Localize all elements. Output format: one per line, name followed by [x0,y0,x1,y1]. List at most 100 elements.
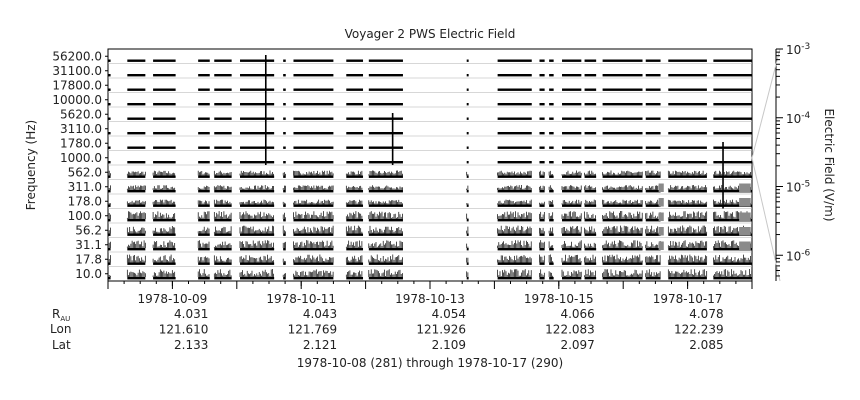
channel-trace [214,190,232,193]
channel-activity [239,225,274,234]
intensity-patch [739,212,751,221]
channel-trace [127,277,146,280]
channel-trace [346,103,364,106]
channel-trace [645,161,661,164]
channel-activity [667,225,708,234]
channel-trace [497,190,532,193]
channel-trace [368,74,403,77]
ephem-value-r: 4.066 [560,307,594,321]
channel-label: 311.0 [68,180,102,194]
channel-activity [197,256,210,263]
channel-trace [466,59,469,62]
channel-trace [127,175,146,178]
channel-trace [283,117,286,120]
channel-trace [153,117,176,120]
channel-label: 5620.0 [60,107,102,121]
colorbar-tick-label: 10-6 [786,248,811,263]
channel-activity [197,200,210,205]
channel-trace [283,219,286,222]
channel-trace [497,132,532,135]
channel-activity [539,240,545,248]
channel-trace [198,74,210,77]
channel-trace [668,146,707,149]
channel-activity [497,240,532,248]
channel-trace [346,59,364,62]
channel-trace [602,219,643,222]
channel-trace [346,219,364,222]
channel-trace [602,88,643,91]
channel-activity [197,185,210,190]
channel-trace [214,248,232,251]
chart-title: Voyager 2 PWS Electric Field [345,27,516,41]
channel-trace [153,161,176,164]
channel-trace [549,59,554,62]
channel-trace [214,74,232,77]
channel-activity [282,172,286,176]
channel-trace [153,248,176,251]
channel-trace [240,233,275,236]
channel-trace [346,262,364,265]
channel-trace [668,59,707,62]
channel-trace [346,146,364,149]
channel-trace [602,204,643,207]
channel-trace [368,132,403,135]
ephem-value-lon: 122.083 [545,323,595,337]
channel-activity [345,170,363,176]
date-range-caption: 1978-10-08 (281) through 1978-10-17 (290… [297,356,563,370]
channel-activity [561,170,582,176]
channel-activity [561,185,582,190]
intensity-patch [658,212,664,221]
channel-label: 178.0 [68,194,102,208]
channel-trace [602,175,643,178]
channel-trace [368,175,403,178]
ephem-label-lat: Lat [52,338,71,352]
channel-trace [293,132,334,135]
time-axis: 1978-10-09 1978-10-11 1978-10-13 1978-10-15… [107,281,753,306]
ephem-value-lat: 2.097 [560,338,594,352]
channel-activity [345,240,363,248]
channel-activity [497,185,532,190]
channel-trace [153,103,176,106]
intensity-patch [739,198,751,207]
channel-trace [108,262,111,265]
channel-activity [561,226,582,234]
channel-activity [282,241,286,248]
colorbar-tick-label: 10-4 [786,111,811,126]
channel-activity [466,213,469,219]
channel-activity [126,171,146,176]
channel-trace [539,88,545,91]
ephem-value-lat: 2.133 [174,338,208,352]
channel-trace [153,277,176,280]
channel-activity [602,199,643,205]
channel-trace [549,277,554,280]
channel-activity [539,254,545,263]
ephem-label-r-sub: AU [60,315,70,323]
channel-activity [539,170,545,176]
channel-trace [127,74,146,77]
channel-trace [539,248,545,251]
channel-trace [713,74,752,77]
channel-label: 1000.0 [60,151,102,165]
channel-trace [214,88,232,91]
channel-trace [713,132,752,135]
channel-trace [497,74,532,77]
channel-activity [152,199,176,205]
ephem-label-lon: Lon [50,322,71,336]
channel-trace [198,277,210,280]
channel-trace [240,132,275,135]
channel-trace [562,161,582,164]
channel-trace [549,88,554,91]
ephem-value-lon: 122.239 [674,323,724,337]
channel-trace [127,233,146,236]
channel-trace [214,103,232,106]
channel-trace [368,190,403,193]
channel-activity [368,199,403,205]
channel-trace [346,161,364,164]
intensity-patch [658,198,664,207]
channel-trace [602,117,643,120]
channel-trace [602,59,643,62]
channel-trace [108,204,111,207]
channel-trace [346,117,364,120]
channel-trace [602,132,643,135]
channel-activity [561,199,582,205]
